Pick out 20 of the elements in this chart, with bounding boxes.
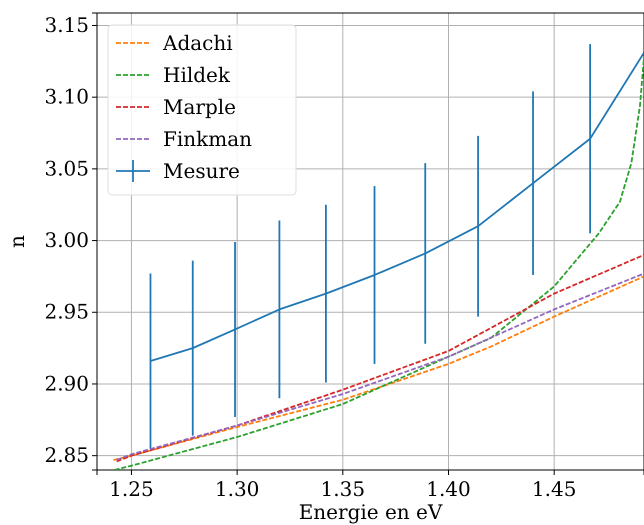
y-tick-label: 2.95 [44, 300, 89, 324]
x-tick-label: 1.35 [320, 477, 366, 501]
y-tick-label: 3.00 [44, 228, 89, 252]
y-tick-label: 3.05 [44, 156, 89, 180]
x-tick-label: 1.45 [532, 477, 576, 501]
y-tick-label: 3.15 [44, 12, 89, 37]
y-tick-label: 2.90 [44, 371, 89, 396]
legend-label: Marple [163, 95, 236, 119]
x-axis-title: Energie en eV [298, 500, 443, 524]
y-axis-title: n [5, 234, 29, 248]
y-tick-label: 3.10 [44, 84, 89, 109]
legend-label: Adachi [162, 31, 233, 55]
legend-label: Finkman [163, 127, 252, 151]
x-tick-label: 1.25 [109, 477, 154, 501]
y-tick-label: 2.85 [44, 443, 89, 468]
x-tick-label: 1.30 [214, 477, 260, 501]
legend-label: Mesure [163, 159, 240, 183]
x-tick-label: 1.40 [426, 477, 471, 501]
legend-label: Hildek [163, 63, 231, 87]
line-series [114, 56, 644, 470]
